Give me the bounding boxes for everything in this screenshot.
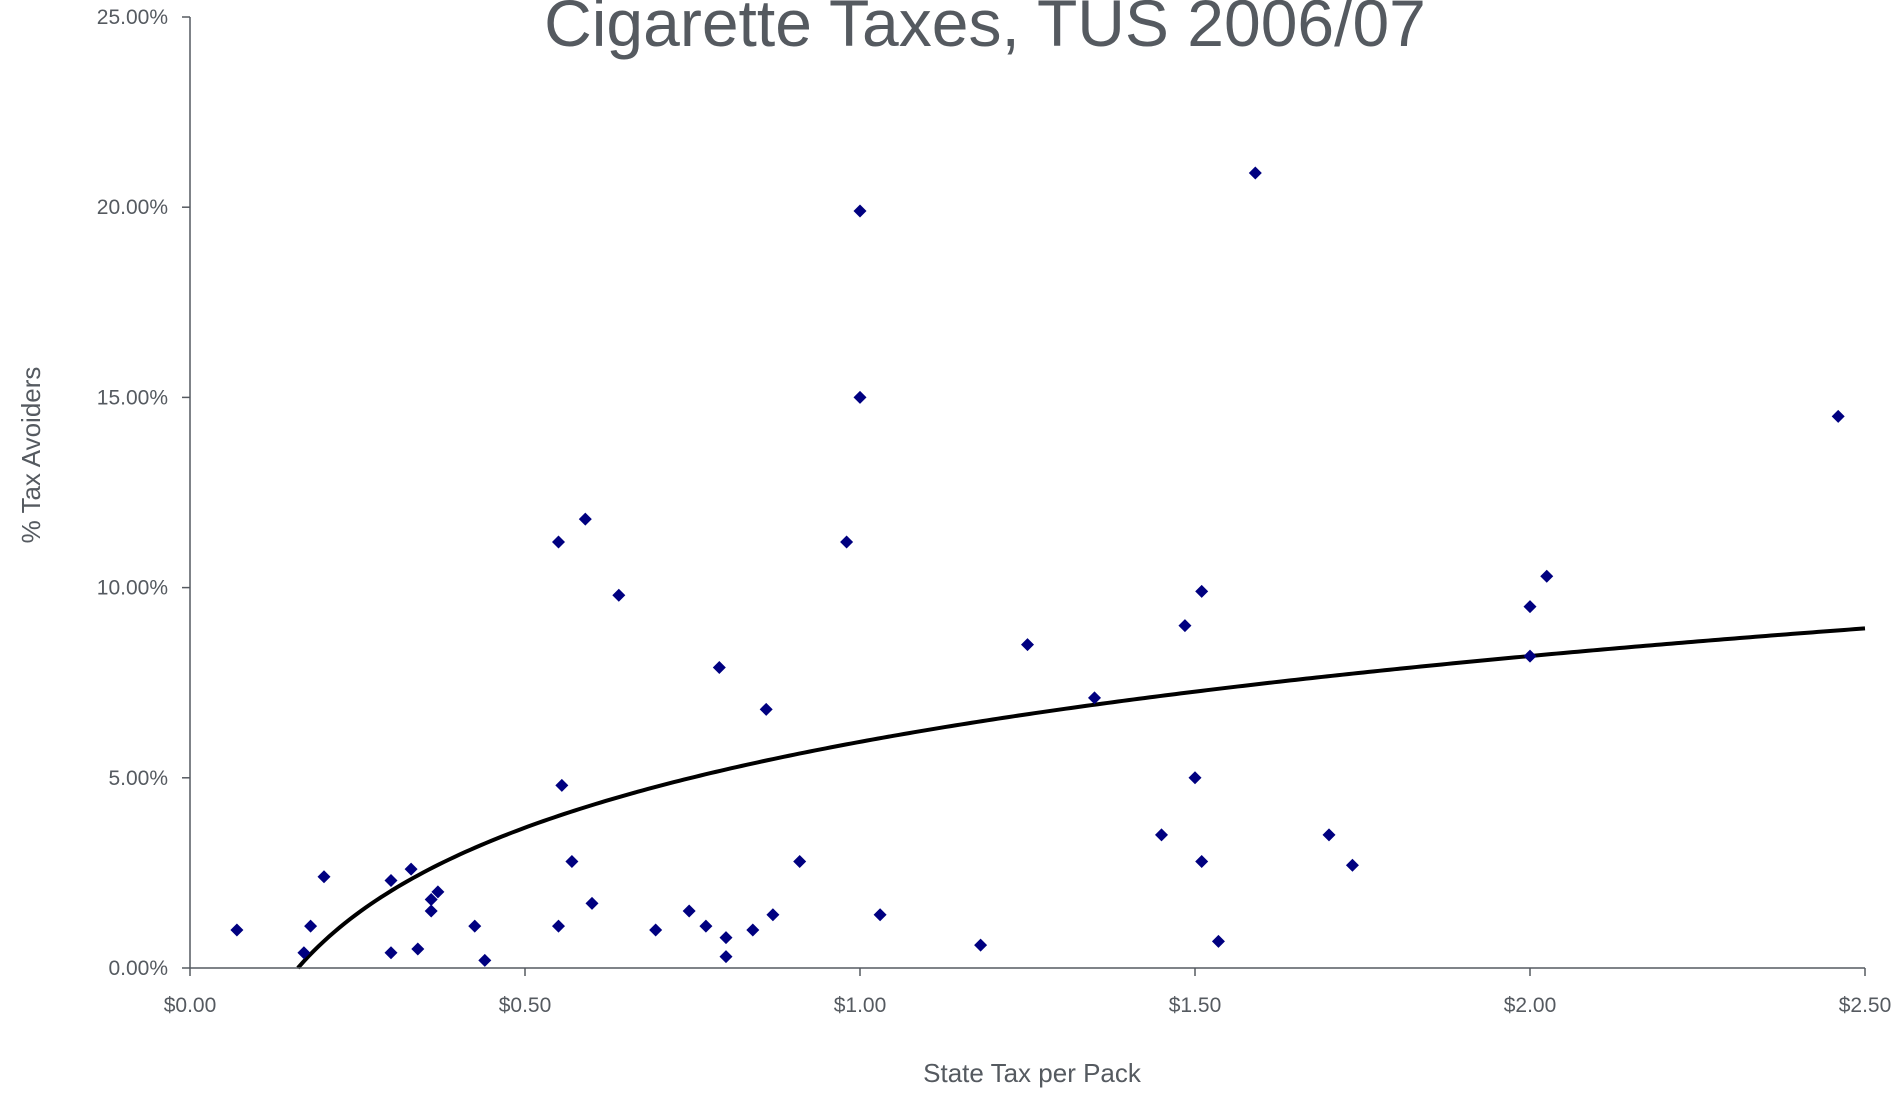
y-tick-label: 15.00%	[97, 386, 168, 409]
data-point	[793, 854, 807, 868]
data-point	[853, 204, 867, 218]
data-point	[719, 931, 733, 945]
data-point	[404, 862, 418, 876]
data-point	[1831, 409, 1845, 423]
data-point	[1195, 584, 1209, 598]
data-point	[1021, 638, 1034, 652]
x-tick-label: $1.00	[834, 994, 887, 1017]
y-tick-label: 20.00%	[97, 196, 168, 219]
data-point	[317, 870, 331, 884]
data-point	[478, 953, 492, 967]
y-axis-label: % Tax Avoiders	[16, 367, 46, 544]
x-tick-label: $2.50	[1839, 994, 1892, 1017]
data-point	[1211, 934, 1225, 948]
data-point	[682, 904, 696, 918]
data-point	[1248, 166, 1262, 180]
data-point	[1540, 569, 1554, 583]
data-point	[699, 919, 713, 933]
x-axis-ticks: $0.00 $0.50 $1.00 $1.50 $2.00 $2.50	[164, 968, 1892, 1017]
data-point	[612, 588, 626, 602]
data-point	[719, 950, 733, 964]
y-tick-label: 0.00%	[108, 957, 168, 980]
data-point	[1088, 691, 1101, 705]
y-tick-label: 5.00%	[108, 767, 168, 790]
data-point	[1523, 600, 1537, 614]
data-point	[468, 919, 482, 933]
chart-title: Cigarette Taxes, TUS 2006/07	[544, 0, 1426, 60]
data-point	[873, 908, 887, 922]
data-point	[853, 390, 867, 404]
data-point	[424, 904, 438, 918]
data-point	[552, 919, 565, 933]
x-tick-label: $0.00	[164, 994, 217, 1017]
x-tick-label: $2.00	[1504, 994, 1557, 1017]
data-point	[552, 535, 565, 549]
data-point	[230, 923, 244, 937]
data-point	[1188, 771, 1202, 785]
data-point	[555, 778, 569, 792]
y-axis-ticks: 0.00% 5.00% 10.00% 15.00% 20.00% 25.00%	[97, 6, 190, 980]
data-point	[424, 893, 438, 907]
data-point	[384, 946, 398, 960]
data-point	[649, 923, 663, 937]
data-point	[766, 908, 780, 922]
data-point	[712, 660, 726, 674]
data-point	[565, 854, 579, 868]
data-point	[759, 702, 773, 716]
data-point	[578, 512, 592, 526]
data-point	[1195, 854, 1209, 868]
data-point	[1322, 828, 1336, 842]
y-tick-label: 10.00%	[97, 577, 168, 600]
data-point	[1345, 858, 1359, 872]
data-point	[585, 896, 599, 910]
x-tick-label: $1.50	[1169, 994, 1222, 1017]
data-point	[431, 885, 445, 899]
data-point	[304, 919, 318, 933]
data-point	[1155, 828, 1168, 842]
data-point	[746, 923, 760, 937]
data-point	[411, 942, 425, 956]
data-point	[840, 535, 854, 549]
x-tick-label: $0.50	[499, 994, 552, 1017]
data-point	[384, 874, 398, 888]
y-tick-label: 25.00%	[97, 6, 168, 29]
trend-line	[296, 626, 1866, 970]
plot-group	[230, 166, 1866, 970]
data-point	[1523, 649, 1537, 663]
data-point	[1178, 619, 1192, 633]
x-axis-label: State Tax per Pack	[923, 1058, 1142, 1088]
data-point	[974, 938, 988, 952]
data-point	[297, 946, 311, 960]
data-points	[230, 166, 1845, 967]
